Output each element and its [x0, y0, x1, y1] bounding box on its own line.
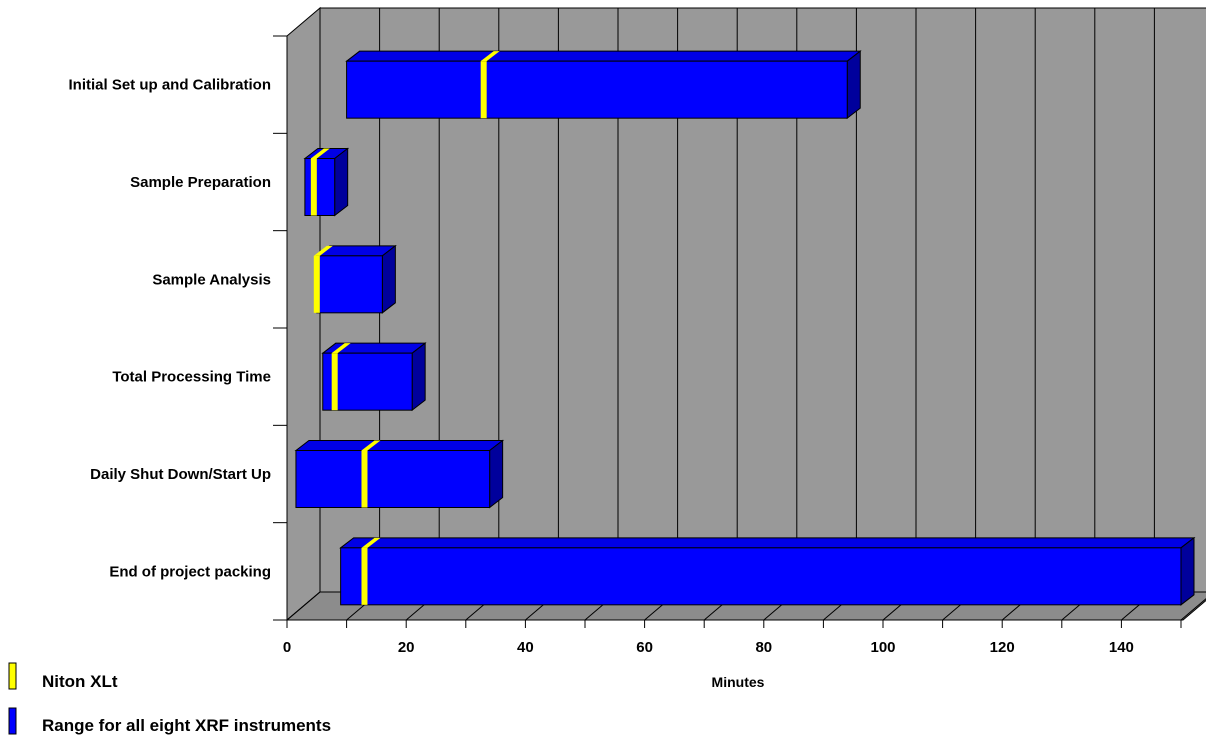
- category-label: Daily Shut Down/Start Up: [90, 466, 271, 483]
- range-bar-side: [334, 147, 349, 217]
- floor-gridline: [1180, 598, 1206, 621]
- niton-marker-top: [361, 537, 381, 548]
- niton-marker: [361, 547, 368, 605]
- category-label: Total Processing Time: [112, 369, 271, 386]
- niton-marker: [331, 353, 338, 411]
- x-tick-labels: 0 20 40 60 80 100 120 140: [283, 639, 1134, 656]
- niton-marker: [310, 158, 317, 216]
- range-bar-side: [381, 244, 396, 314]
- x-tick-label: 100: [870, 639, 895, 656]
- bars: [294, 50, 1196, 606]
- legend: Niton XLt Range for all eight XRF instru…: [8, 662, 331, 735]
- x-axis-title: Minutes: [712, 674, 765, 690]
- niton-marker-top: [361, 440, 381, 451]
- x-tick-label: 0: [283, 639, 291, 656]
- range-bar-top: [339, 537, 1196, 549]
- range-bar-group: [294, 439, 505, 509]
- niton-marker: [361, 450, 368, 508]
- niton-marker: [313, 255, 320, 313]
- x-tick-label: 120: [990, 639, 1015, 656]
- category-labels: Initial Set up and Calibration Sample Pre…: [68, 77, 271, 581]
- range-bar-group: [345, 50, 862, 120]
- x-tick-label: 80: [755, 639, 772, 656]
- range-bar-group: [303, 147, 350, 217]
- legend-swatch-niton: [8, 662, 17, 690]
- range-bar: [340, 547, 1182, 606]
- niton-marker-top: [331, 343, 351, 354]
- floor-gridline: [286, 591, 321, 621]
- range-bar-side: [1180, 536, 1195, 606]
- niton-marker-top: [310, 148, 330, 159]
- category-label: Initial Set up and Calibration: [68, 77, 271, 94]
- range-bar-group: [313, 244, 397, 314]
- category-label: End of project packing: [109, 563, 271, 580]
- range-bar: [295, 450, 491, 508]
- range-bar-group: [339, 536, 1196, 606]
- range-bar: [346, 60, 848, 119]
- range-bar-group: [321, 342, 427, 412]
- x-tick-label: 140: [1109, 639, 1134, 656]
- x-tick-label: 60: [636, 639, 653, 656]
- range-bar: [304, 158, 336, 216]
- range-bar-top: [294, 440, 505, 451]
- range-bar-side: [411, 342, 426, 412]
- x-tick-label: 20: [398, 639, 415, 656]
- range-bar: [316, 255, 383, 314]
- niton-marker-top: [480, 51, 500, 62]
- legend-label-niton: Niton XLt: [42, 672, 118, 691]
- category-label: Sample Analysis: [152, 271, 271, 288]
- left-wall: [286, 6, 321, 622]
- x-tick-label: 40: [517, 639, 534, 656]
- range-bar-side: [846, 50, 861, 120]
- niton-marker-top: [313, 245, 333, 256]
- range-bar-top: [345, 50, 862, 62]
- range-bar-side: [489, 439, 504, 509]
- legend-item-range: Range for all eight XRF instruments: [8, 707, 331, 735]
- category-label: Sample Preparation: [130, 174, 271, 191]
- legend-label-range: Range for all eight XRF instruments: [42, 716, 331, 735]
- niton-marker: [480, 61, 487, 119]
- legend-swatch-range: [8, 707, 17, 735]
- legend-item-niton: Niton XLt: [8, 662, 118, 691]
